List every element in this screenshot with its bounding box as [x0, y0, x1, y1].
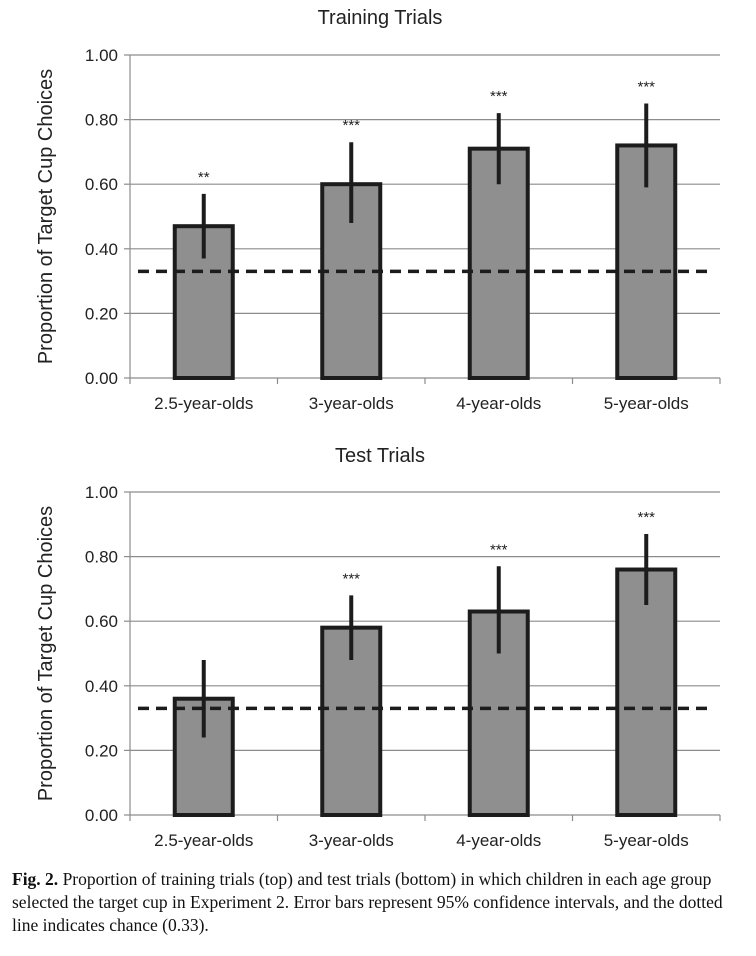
x-tick-label: 4-year-olds — [456, 394, 541, 413]
y-tick-label: 0.40 — [85, 240, 118, 259]
y-tick-label: 0.60 — [85, 175, 118, 194]
y-tick-label: 0.20 — [85, 741, 118, 760]
x-tick-label: 3-year-olds — [309, 831, 394, 850]
y-tick-label: 0.60 — [85, 612, 118, 631]
y-tick-label: 0.00 — [85, 806, 118, 825]
figure-caption: Fig. 2. Proportion of training trials (t… — [12, 868, 752, 937]
training-trials-chart: Training Trials Proportion of Target Cup … — [35, 7, 721, 413]
x-tick-label: 4-year-olds — [456, 831, 541, 850]
y-tick-label: 1.00 — [85, 46, 118, 65]
significance-marker: ** — [198, 169, 210, 186]
y-tick-label: 0.80 — [85, 111, 118, 130]
y-axis-label: Proportion of Target Cup Choices — [35, 506, 57, 801]
significance-marker: *** — [637, 509, 655, 526]
significance-marker: *** — [342, 117, 360, 134]
y-tick-label: 0.40 — [85, 677, 118, 696]
y-tick-label: 0.80 — [85, 548, 118, 567]
x-tick-label: 2.5-year-olds — [154, 394, 253, 413]
chart-title: Training Trials — [318, 7, 443, 29]
x-tick-label: 2.5-year-olds — [154, 831, 253, 850]
significance-marker: *** — [637, 78, 655, 95]
y-tick-label: 1.00 — [85, 483, 118, 502]
y-axis-label: Proportion of Target Cup Choices — [35, 69, 57, 364]
significance-marker: *** — [490, 88, 508, 105]
caption-label: Fig. 2. — [12, 869, 59, 889]
caption-text: Proportion of training trials (top) and … — [12, 869, 723, 935]
test-trials-chart: Test Trials Proportion of Target Cup Choi… — [35, 445, 721, 850]
bar-5-year-olds — [615, 567, 678, 818]
y-tick-label: 0.00 — [85, 369, 118, 388]
y-tick-label: 0.20 — [85, 304, 118, 323]
chart-title: Test Trials — [335, 445, 425, 467]
x-tick-label: 5-year-olds — [604, 394, 689, 413]
figure: Training Trials Proportion of Target Cup … — [35, 7, 721, 850]
significance-marker: *** — [490, 541, 508, 558]
x-tick-label: 3-year-olds — [309, 394, 394, 413]
x-tick-label: 5-year-olds — [604, 831, 689, 850]
significance-marker: *** — [342, 570, 360, 587]
